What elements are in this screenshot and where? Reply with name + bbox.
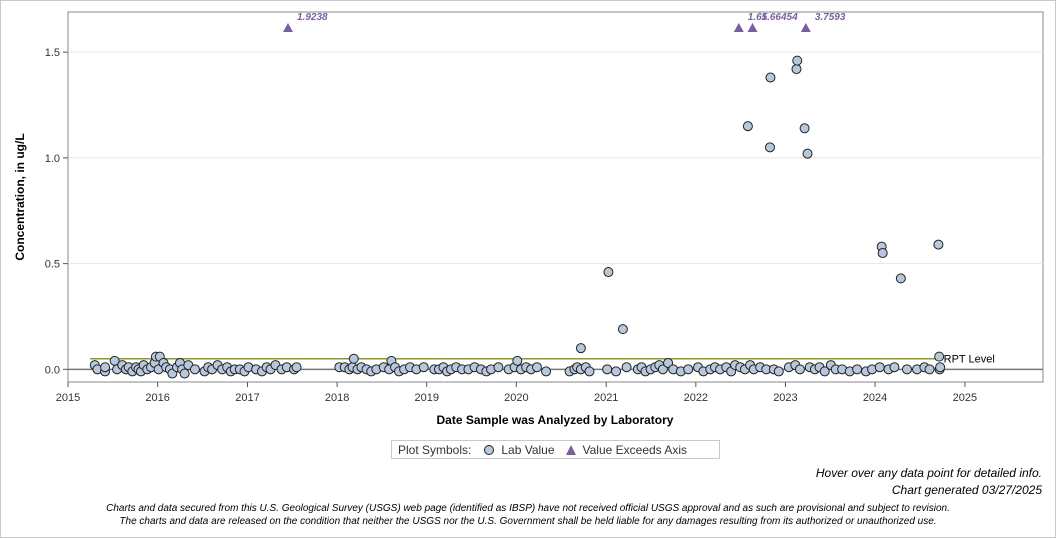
legend-title: Plot Symbols: (398, 442, 472, 457)
x-tick-label: 2018 (325, 392, 349, 404)
x-tick-label: 2020 (504, 392, 528, 404)
data-point (189, 364, 200, 375)
data-point (924, 364, 935, 375)
disclaimer-line: The charts and data are released on the … (119, 516, 937, 527)
data-point (935, 362, 946, 373)
exceeds-axis-marker (800, 23, 811, 32)
disclaimer: Charts and data secured from this U.S. G… (0, 502, 1056, 528)
data-point (791, 64, 802, 75)
exceeds-axis-marker (733, 23, 744, 32)
data-point (602, 364, 613, 375)
legend-label: Value Exceeds Axis (582, 442, 688, 457)
data-point (799, 123, 810, 134)
x-tick-label: 2024 (863, 392, 887, 404)
x-tick-label: 2025 (953, 392, 977, 404)
x-tick-label: 2021 (594, 392, 618, 404)
rpt-level-label: RPT Level (944, 354, 995, 366)
data-point (663, 357, 674, 368)
data-point (773, 366, 784, 377)
data-point (617, 324, 628, 335)
exceeds-axis-markers: 1.9238 1.651.66454 3.7593 (282, 12, 846, 32)
exceeds-axis-label: 1.9238 (297, 12, 328, 23)
y-tick-label: 1.0 (45, 153, 60, 165)
exceeds-axis-marker (747, 23, 758, 32)
y-tick-label: 0.5 (45, 259, 60, 271)
legend: Plot Symbols: Lab Value Value Exceeds Ax… (391, 440, 720, 459)
data-point (100, 362, 111, 373)
data-point (512, 355, 523, 366)
exceeds-axis-label: 3.7593 (815, 12, 846, 23)
data-point (764, 142, 775, 153)
triangle-marker-icon (565, 444, 576, 455)
data-point (792, 55, 803, 66)
data-point (179, 368, 190, 379)
y-axis-title: Concentration, in ug/L (13, 133, 27, 260)
data-point (541, 366, 552, 377)
data-point (802, 148, 813, 159)
data-point (683, 364, 694, 375)
data-point (889, 362, 900, 373)
x-axis-title: Date Sample was Analyzed by Laboratory (437, 413, 674, 427)
x-tick-label: 2016 (145, 392, 169, 404)
data-point (877, 248, 888, 259)
plot-area (67, 11, 1044, 383)
circle-marker-icon (484, 444, 495, 455)
lab-value-points (89, 55, 946, 379)
data-point (895, 273, 906, 284)
data-point (348, 353, 359, 364)
legend-item-lab-value: Lab Value (483, 442, 555, 457)
data-point (531, 362, 542, 373)
data-point (291, 362, 302, 373)
data-point (819, 366, 830, 377)
x-axis: 2015 2016 2017 2018 2019 2020 2021 2022 2023 2024… (56, 382, 977, 404)
hover-note: Hover over any data point for detailed i… (815, 466, 1042, 480)
data-point (657, 364, 668, 375)
y-tick-label: 1.5 (45, 47, 60, 59)
x-tick-label: 2022 (684, 392, 708, 404)
x-tick-label: 2023 (773, 392, 797, 404)
data-point (621, 362, 632, 373)
data-point (493, 362, 504, 373)
data-point (575, 343, 586, 354)
y-tick-label: 0.0 (45, 364, 60, 376)
legend-item-exceeds-axis: Value Exceeds Axis (565, 442, 688, 457)
data-point (852, 364, 863, 375)
data-point (742, 121, 753, 132)
data-point (794, 364, 805, 375)
exceeds-axis-marker (282, 23, 293, 32)
x-tick-label: 2019 (414, 392, 438, 404)
data-point (901, 364, 912, 375)
x-tick-label: 2017 (235, 392, 259, 404)
generated-note: Chart generated 03/27/2025 (891, 483, 1042, 497)
data-point (603, 267, 614, 278)
exceeds-axis-label: 1.65 (748, 12, 768, 23)
data-point (765, 72, 776, 83)
x-tick-label: 2015 (56, 392, 80, 404)
data-point (874, 362, 885, 373)
data-point (418, 362, 429, 373)
exceeds-axis-label: 1.66454 (762, 12, 799, 23)
data-point (584, 366, 595, 377)
y-axis: 0.0 0.5 1.0 1.5 (45, 47, 68, 376)
data-point (934, 351, 945, 362)
data-point (933, 239, 944, 250)
disclaimer-line: Charts and data secured from this U.S. G… (106, 503, 950, 514)
data-point (611, 366, 622, 377)
legend-label: Lab Value (501, 442, 555, 457)
scatter-chart: RPT Level 1.9238 1.651.66454 3.7593 0.0 0.5… (13, 11, 1044, 427)
